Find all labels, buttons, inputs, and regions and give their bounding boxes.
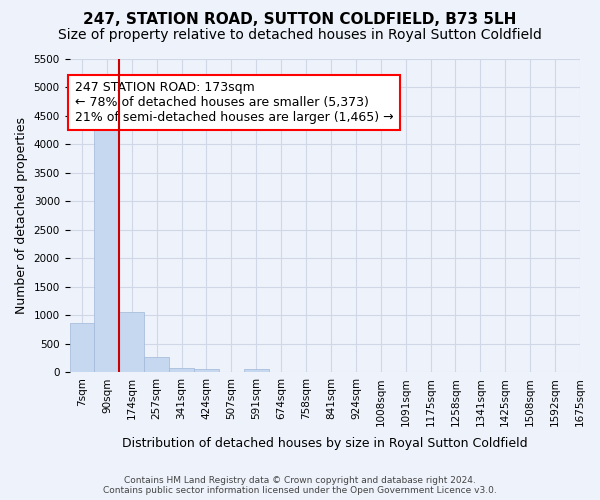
Bar	[244, 369, 269, 372]
Text: 247, STATION ROAD, SUTTON COLDFIELD, B73 5LH: 247, STATION ROAD, SUTTON COLDFIELD, B73…	[83, 12, 517, 28]
Text: Contains HM Land Registry data © Crown copyright and database right 2024.
Contai: Contains HM Land Registry data © Crown c…	[103, 476, 497, 495]
X-axis label: Distribution of detached houses by size in Royal Sutton Coldfield: Distribution of detached houses by size …	[122, 437, 527, 450]
Text: 247 STATION ROAD: 173sqm
← 78% of detached houses are smaller (5,373)
21% of sem: 247 STATION ROAD: 173sqm ← 78% of detach…	[74, 81, 393, 124]
Y-axis label: Number of detached properties: Number of detached properties	[15, 117, 28, 314]
Bar	[194, 369, 219, 372]
Bar	[94, 110, 119, 372]
Text: Size of property relative to detached houses in Royal Sutton Coldfield: Size of property relative to detached ho…	[58, 28, 542, 42]
Bar	[169, 368, 194, 372]
Bar	[144, 357, 169, 372]
Bar	[70, 322, 94, 372]
Bar	[119, 312, 144, 372]
